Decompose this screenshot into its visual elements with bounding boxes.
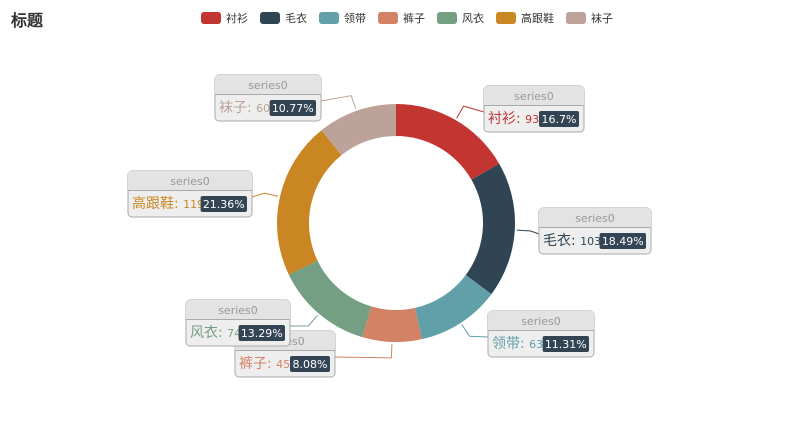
category-value-text: 毛衣: 103 <box>543 233 601 249</box>
legend-item[interactable]: 领带 <box>319 10 366 26</box>
slices <box>277 104 515 342</box>
category-name: 风衣: <box>190 325 227 341</box>
leader-line <box>289 314 318 327</box>
legend-item[interactable]: 袜子 <box>566 10 613 26</box>
slice-label: series0 衬衫: 93 16.7% <box>456 85 585 133</box>
leader-line <box>461 324 489 338</box>
legend-swatch <box>201 12 221 24</box>
leader-line <box>334 343 393 359</box>
pie-slice[interactable] <box>465 163 515 295</box>
label-header <box>484 86 584 105</box>
percent-badge <box>539 111 579 127</box>
pie-slice[interactable] <box>414 274 492 340</box>
legend-label: 高跟鞋 <box>521 12 554 25</box>
percent-badge <box>238 325 285 341</box>
percent-label: 16.7% <box>542 113 577 126</box>
label-header <box>186 300 290 319</box>
slice-label: series0 毛衣: 103 18.49% <box>516 207 652 255</box>
slice-label: series0 领带: 63 11.31% <box>461 310 595 358</box>
series-name: series0 <box>248 79 288 92</box>
legend-label: 衬衫 <box>226 12 248 25</box>
percent-badge <box>599 233 646 249</box>
series-name: series0 <box>514 90 554 103</box>
label-header <box>488 311 594 330</box>
chart-title: 标题 <box>11 11 44 30</box>
slice-label: series0 风衣: 74 13.29% <box>185 299 318 347</box>
percent-badge <box>200 196 247 212</box>
leader-line <box>251 192 279 198</box>
pie-slice[interactable] <box>396 104 500 180</box>
legend-swatch <box>496 12 516 24</box>
data-value: 119 <box>183 198 204 211</box>
percent-label: 10.77% <box>272 102 314 115</box>
legend-swatch <box>378 12 398 24</box>
legend-swatch <box>437 12 457 24</box>
data-value: 63 <box>529 338 543 351</box>
legend-label: 袜子 <box>591 12 613 25</box>
slice-label: series0 袜子: 60 10.77% <box>214 74 357 122</box>
data-value: 93 <box>525 113 539 126</box>
percent-label: 13.29% <box>241 327 283 340</box>
percent-label: 18.49% <box>602 235 644 248</box>
category-name: 领带: <box>492 336 529 352</box>
legend-item[interactable]: 高跟鞋 <box>496 10 554 26</box>
pie-slice[interactable] <box>288 260 372 338</box>
category-value-text: 衬衫: 93 <box>488 111 539 127</box>
category-name: 毛衣: <box>543 233 580 249</box>
series-name: series0 <box>218 304 258 317</box>
series-name: series0 <box>575 212 615 225</box>
data-value: 103 <box>580 235 601 248</box>
label-header <box>128 171 252 190</box>
percent-badge <box>290 356 330 372</box>
legend-item[interactable]: 风衣 <box>437 10 484 26</box>
pie-slice[interactable] <box>321 104 396 156</box>
series-name: series0 <box>521 315 561 328</box>
category-value-text: 袜子: 60 <box>219 100 270 116</box>
category-name: 裤子: <box>239 356 276 372</box>
legend-label: 裤子 <box>403 12 425 25</box>
leader-line <box>456 105 485 119</box>
legend-item[interactable]: 裤子 <box>378 10 425 26</box>
category-name: 高跟鞋: <box>132 195 183 212</box>
legend-swatch <box>319 12 339 24</box>
data-value: 60 <box>256 102 270 115</box>
category-value-text: 风衣: 74 <box>190 325 241 341</box>
legend-item[interactable]: 毛衣 <box>260 10 307 26</box>
category-value-text: 裤子: 45 <box>239 356 290 372</box>
percent-badge <box>542 336 589 352</box>
series-name: series0 <box>170 175 210 188</box>
percent-label: 21.36% <box>203 198 245 211</box>
legend-label: 毛衣 <box>285 12 307 25</box>
percent-label: 11.31% <box>545 338 587 351</box>
legend-swatch <box>260 12 280 24</box>
data-value: 45 <box>276 358 290 371</box>
legend-swatch <box>566 12 586 24</box>
pie-slice[interactable] <box>362 306 422 342</box>
legend-label: 风衣 <box>462 12 484 25</box>
category-name: 衬衫: <box>488 111 525 127</box>
percent-label: 8.08% <box>293 358 328 371</box>
label-header <box>215 75 321 94</box>
category-name: 袜子: <box>219 100 256 116</box>
legend-item[interactable]: 衬衫 <box>201 10 248 26</box>
data-value: 74 <box>227 327 241 340</box>
label-header <box>539 208 651 227</box>
leader-line <box>516 229 540 235</box>
percent-badge <box>269 100 316 116</box>
pie-slice[interactable] <box>277 130 342 275</box>
leader-line <box>320 95 357 110</box>
category-value-text: 高跟鞋: 119 <box>132 195 204 212</box>
legend-label: 领带 <box>344 12 366 25</box>
legend: 衬衫 毛衣 领带 裤子 风衣 高跟鞋 袜子 <box>201 9 625 27</box>
category-value-text: 领带: 63 <box>492 336 543 352</box>
